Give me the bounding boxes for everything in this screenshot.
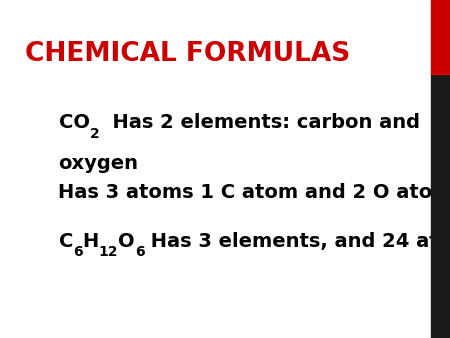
Text: O: O: [118, 232, 135, 251]
Text: 6: 6: [73, 245, 82, 259]
Text: C: C: [58, 232, 73, 251]
Bar: [431, 0, 450, 74]
Text: CO: CO: [58, 114, 90, 132]
Text: 2: 2: [90, 127, 99, 141]
Text: oxygen: oxygen: [58, 154, 139, 173]
Text: Has 3 elements, and 24 atoms: Has 3 elements, and 24 atoms: [144, 232, 450, 251]
Text: Has 2 elements: carbon and: Has 2 elements: carbon and: [99, 114, 420, 132]
Bar: [431, 74, 450, 338]
Text: 6: 6: [135, 245, 144, 259]
Text: Has 3 atoms 1 C atom and 2 O atoms: Has 3 atoms 1 C atom and 2 O atoms: [58, 183, 450, 202]
Text: 12: 12: [99, 245, 118, 259]
Text: CHEMICAL FORMULAS: CHEMICAL FORMULAS: [25, 41, 350, 67]
Text: H: H: [82, 232, 99, 251]
